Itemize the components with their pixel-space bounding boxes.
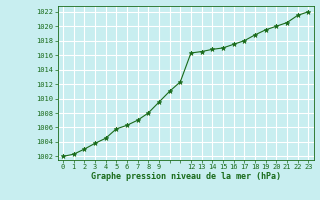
X-axis label: Graphe pression niveau de la mer (hPa): Graphe pression niveau de la mer (hPa) xyxy=(91,172,281,181)
